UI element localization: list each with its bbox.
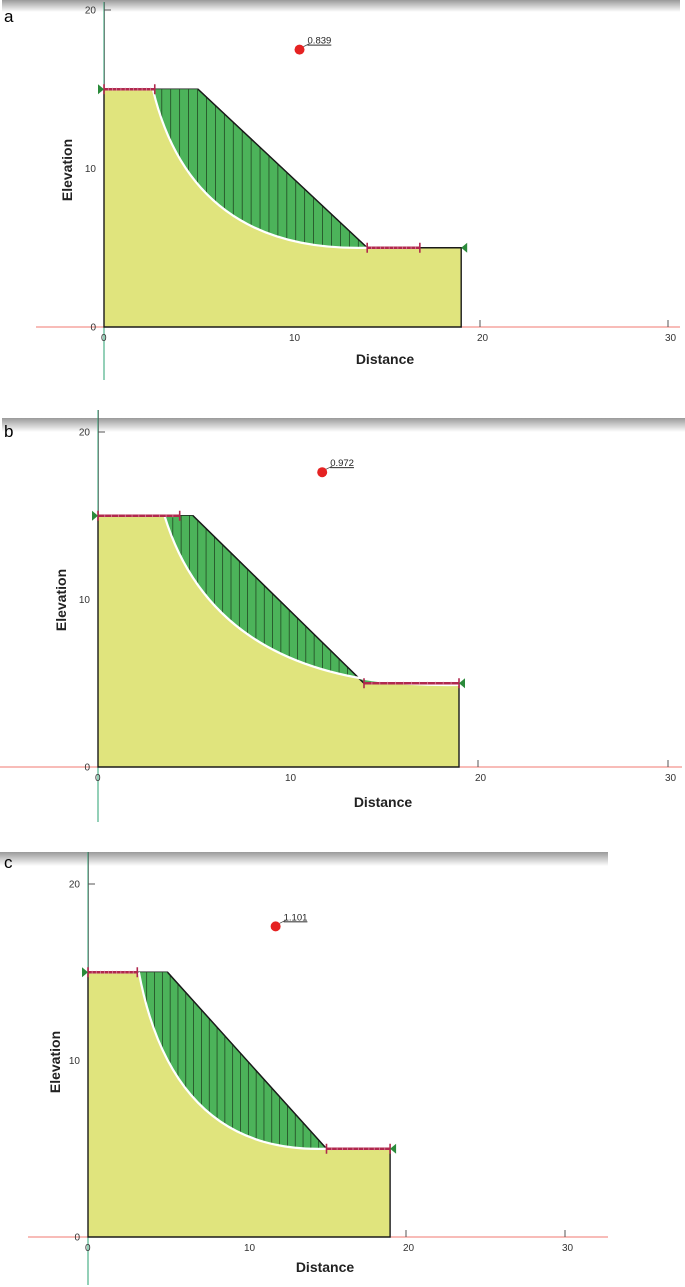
slip-surface xyxy=(151,88,368,249)
slip-center-point xyxy=(294,44,305,55)
x-tick-label: 10 xyxy=(289,333,301,344)
y-axis-title: Elevation xyxy=(53,569,69,631)
slip-center-point xyxy=(270,921,281,932)
slip-surface xyxy=(137,972,327,1150)
panel-label: a xyxy=(4,7,14,26)
x-tick-label: 20 xyxy=(477,333,489,344)
panel-a: a 0 10 20 30 0 10 20 Distance Elevation 0.839 xyxy=(2,0,680,380)
x-axis-title: Distance xyxy=(356,351,415,367)
left-boundary-marker xyxy=(92,510,98,521)
top-bar xyxy=(2,418,685,432)
top-bar xyxy=(0,852,608,866)
y-tick-label: 20 xyxy=(85,6,97,17)
y-tick-label: 10 xyxy=(79,595,91,606)
panel-c: c 0 10 20 30 0 10 20 Distance Elevation 1.101 xyxy=(0,852,608,1285)
x-tick-label: 30 xyxy=(665,333,677,344)
x-tick-label: 0 xyxy=(101,333,107,344)
y-tick-label: 10 xyxy=(85,164,97,175)
y-tick-label: 0 xyxy=(84,763,90,774)
x-tick-label: 10 xyxy=(244,1243,256,1254)
panel-label: b xyxy=(4,422,13,441)
x-tick-label: 20 xyxy=(403,1243,415,1254)
x-axis-title: Distance xyxy=(296,1259,355,1275)
y-tick-label: 20 xyxy=(69,880,81,891)
factor-of-safety-label: 1.101 xyxy=(284,912,308,923)
factor-of-safety-label: 0.972 xyxy=(330,458,354,469)
x-tick-label: 30 xyxy=(562,1243,574,1254)
right-boundary-marker xyxy=(390,1143,397,1154)
right-boundary-marker xyxy=(461,242,468,253)
x-tick-label: 20 xyxy=(475,773,487,784)
right-boundary-marker xyxy=(459,678,465,689)
y-axis-title: Elevation xyxy=(47,1031,63,1093)
sliding-mass xyxy=(164,515,459,686)
x-tick-label: 30 xyxy=(665,773,677,784)
panel-b: b 0 10 20 30 0 10 20 Distance Elevation 0.972 xyxy=(0,410,685,822)
y-tick-label: 0 xyxy=(74,1233,80,1244)
x-tick-label: 0 xyxy=(85,1243,91,1254)
x-tick-label: 0 xyxy=(95,773,101,784)
y-tick-label: 20 xyxy=(79,428,91,439)
y-tick-label: 10 xyxy=(69,1056,81,1067)
y-tick-label: 0 xyxy=(90,323,96,334)
slip-center-point xyxy=(317,467,328,478)
panel-label: c xyxy=(4,853,13,872)
factor-of-safety-label: 0.839 xyxy=(308,36,332,47)
y-axis-title: Elevation xyxy=(59,139,75,201)
left-boundary-marker xyxy=(98,84,104,95)
left-boundary-marker xyxy=(82,967,88,978)
top-bar xyxy=(2,0,680,12)
x-axis-title: Distance xyxy=(354,794,413,810)
x-tick-label: 10 xyxy=(285,773,297,784)
